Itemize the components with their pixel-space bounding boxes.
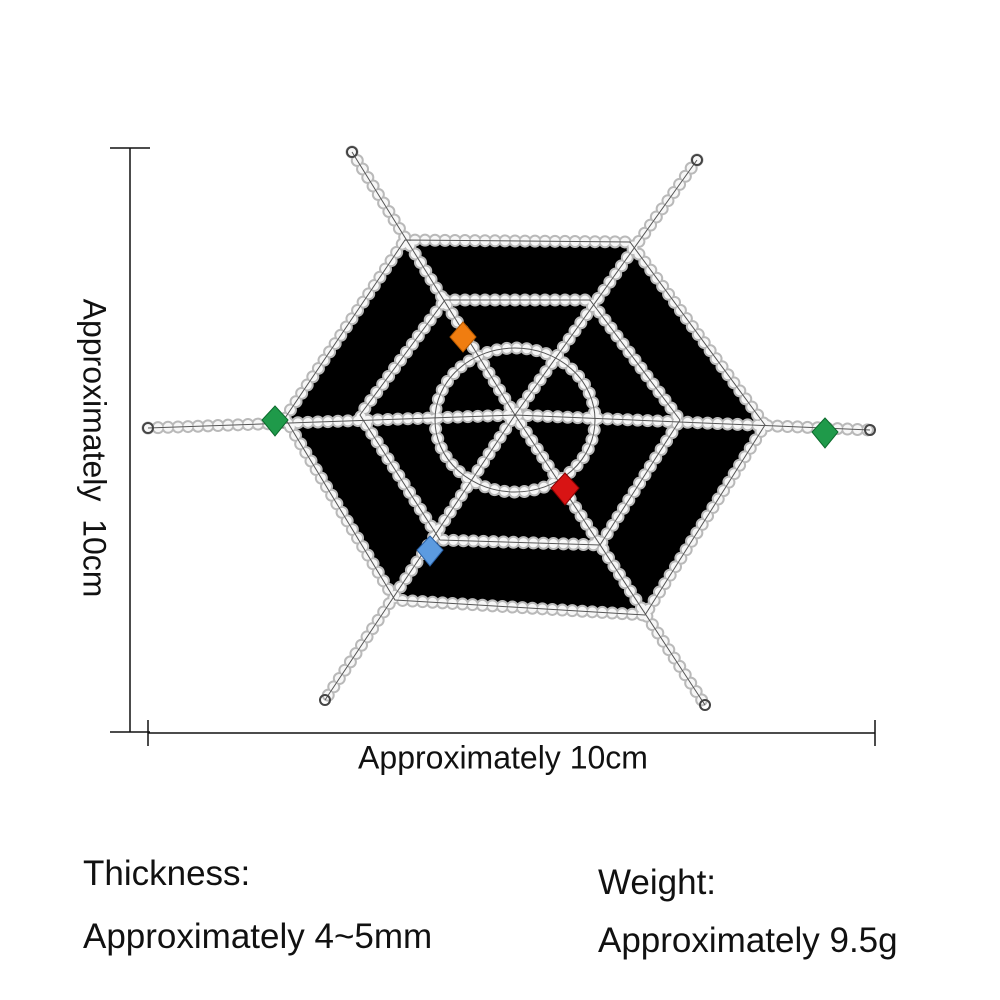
dimension-lines [110,147,876,746]
thickness-label: Thickness: [83,854,250,893]
width-label: Approximately 10cm [358,739,648,775]
weight-value: Approximately 9.5g [598,921,898,960]
height-label: Approximately 10cm [77,299,113,598]
thickness-value: Approximately 4~5mm [83,917,432,956]
weight-label: Weight: [598,863,716,902]
spider-web [143,147,875,710]
